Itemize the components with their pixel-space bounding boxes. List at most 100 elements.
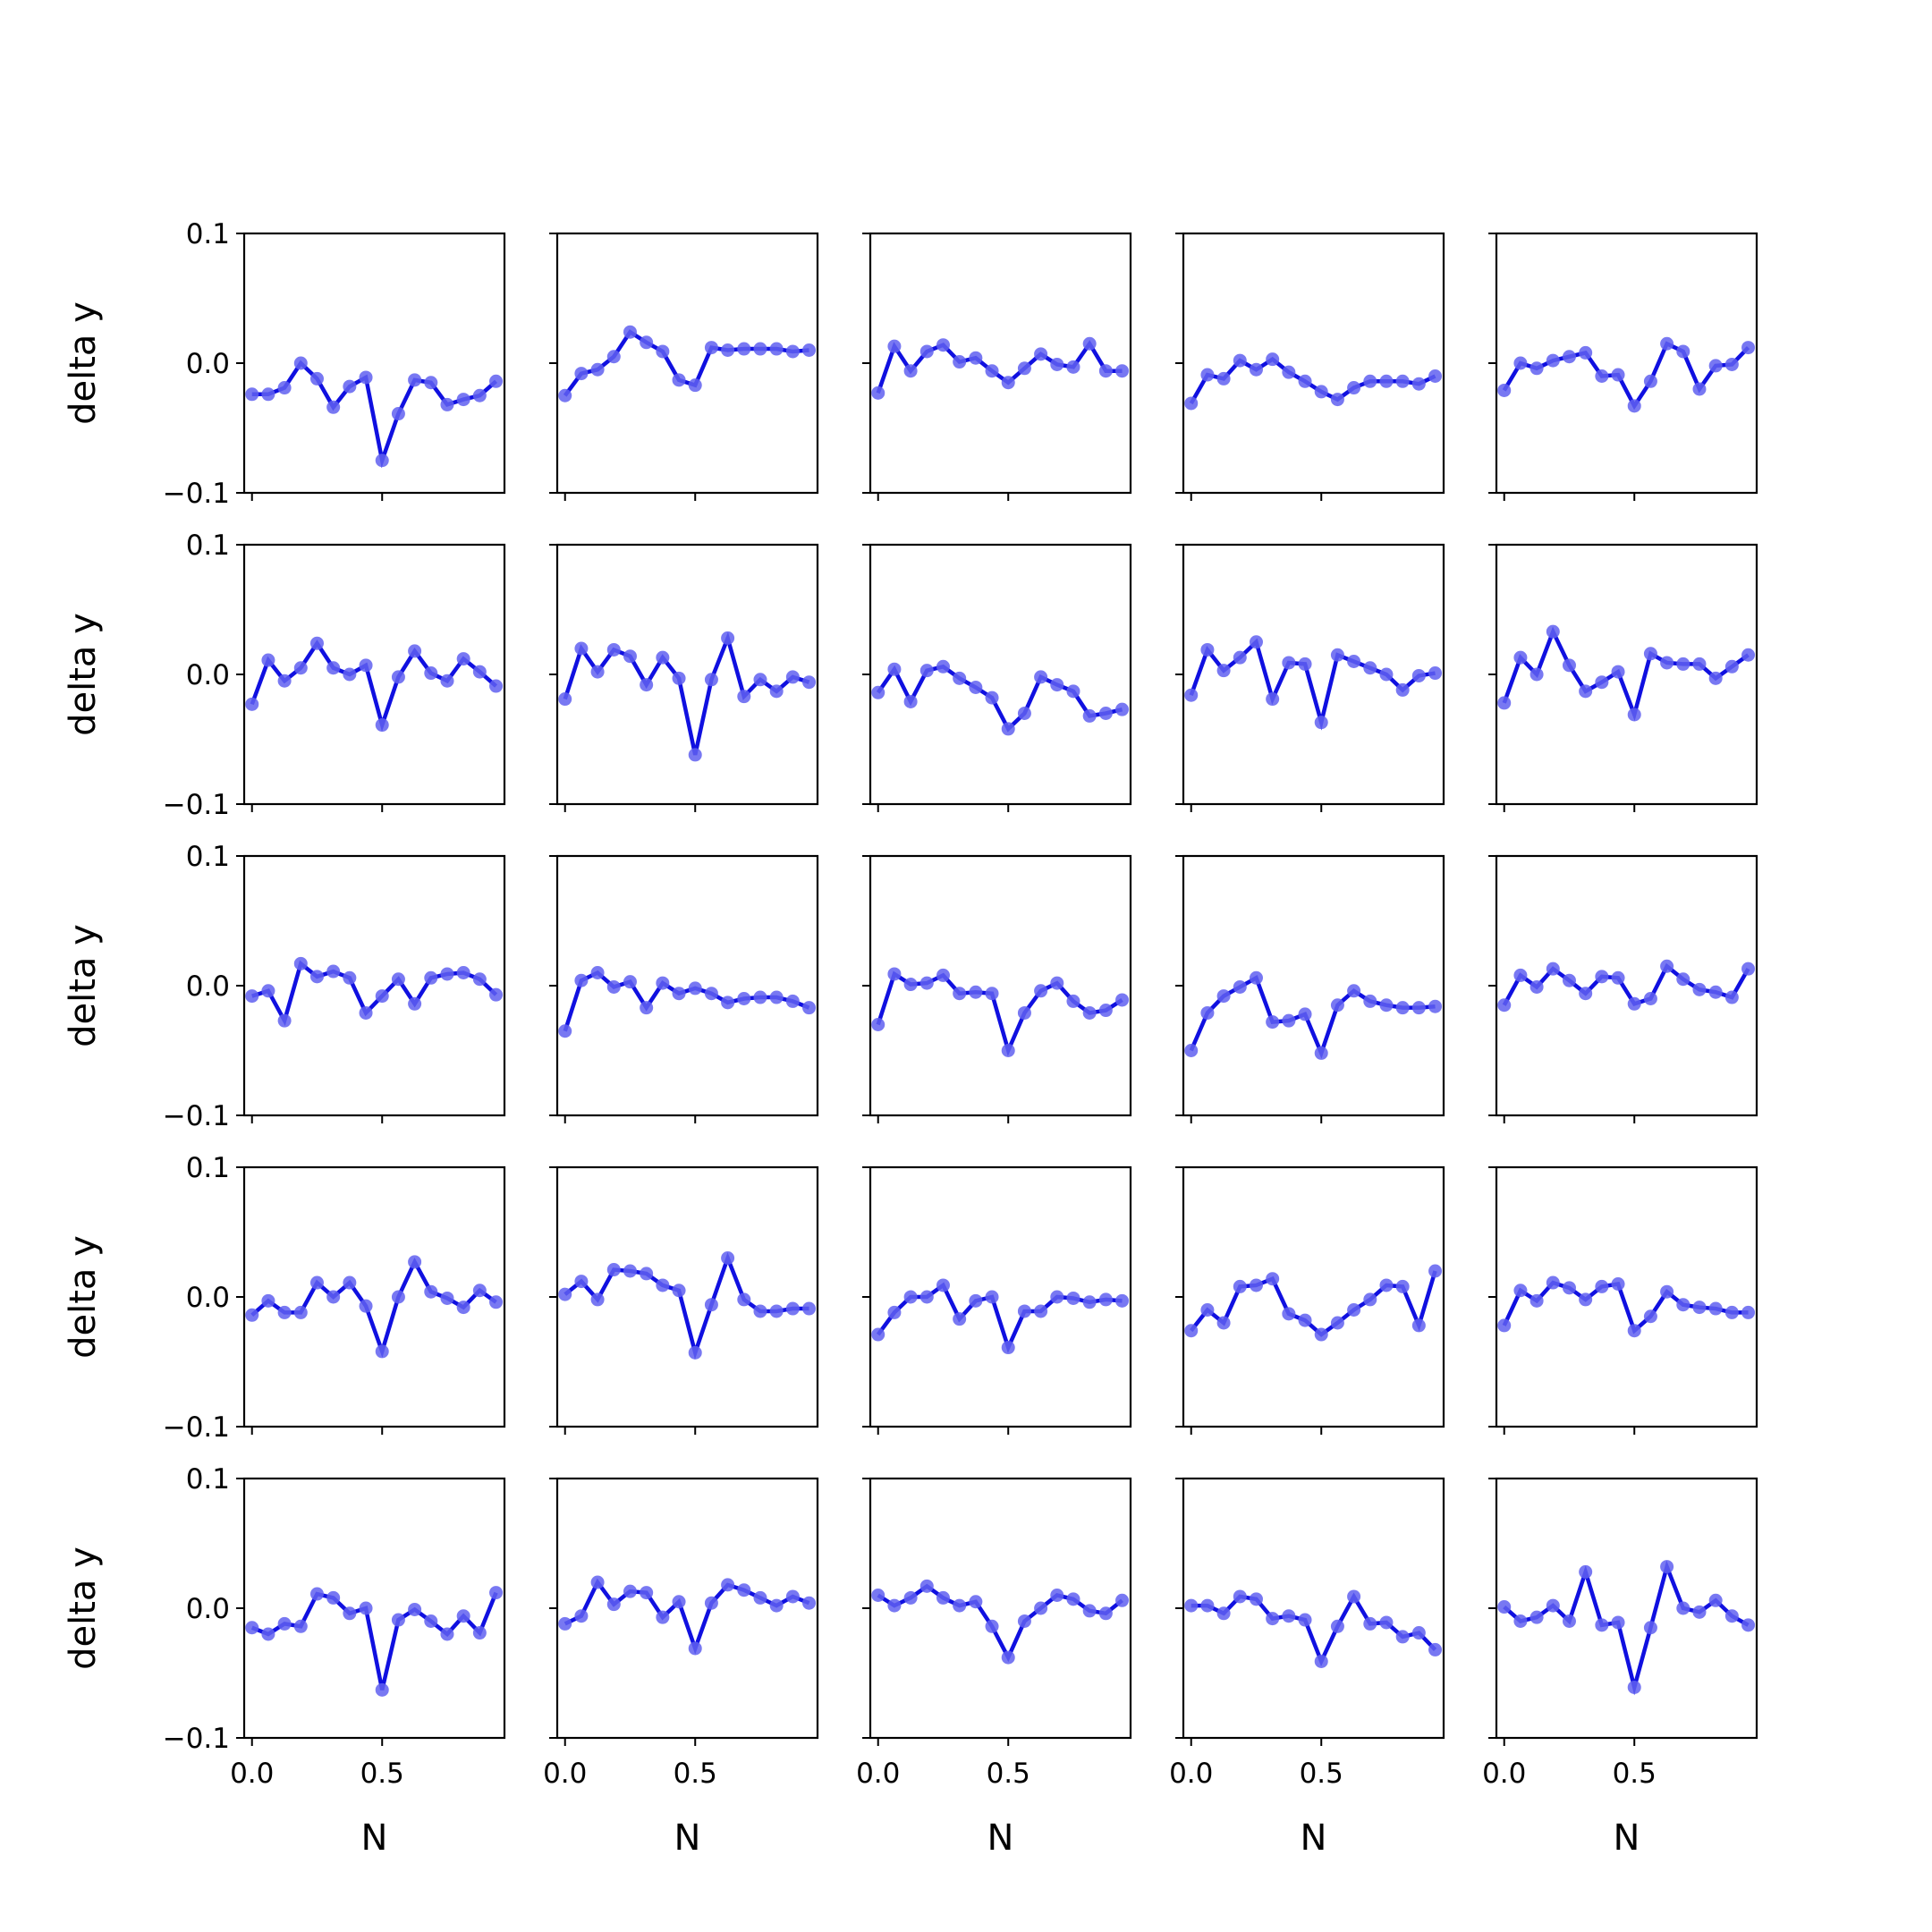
axes-frame [869, 1477, 1132, 1740]
data-point [1066, 1291, 1080, 1305]
axes-frame [1182, 1477, 1445, 1740]
data-point [391, 407, 405, 421]
data-point [1066, 994, 1080, 1008]
data-point [721, 996, 735, 1010]
data-point [1428, 999, 1443, 1013]
x-axis-label: N [361, 1818, 388, 1859]
data-point [1530, 667, 1544, 682]
data-point [1001, 376, 1015, 390]
data-point [623, 1584, 637, 1598]
data-point [1627, 708, 1641, 722]
data-point [1233, 1589, 1247, 1604]
subplot-3-3 [862, 854, 1132, 1123]
data-point [1266, 692, 1280, 707]
data-point [1098, 364, 1113, 378]
data-point [1233, 353, 1247, 368]
data-point [277, 1305, 292, 1319]
data-point [1200, 1005, 1215, 1020]
data-point [1428, 666, 1443, 681]
data-point [753, 673, 767, 687]
series-line [251, 960, 498, 1027]
data-point [1411, 1001, 1426, 1015]
data-point [1034, 670, 1048, 684]
axes-frame [1182, 543, 1445, 806]
data-point [326, 661, 341, 675]
subplot-4-4 [1175, 1165, 1445, 1435]
data-point [802, 1001, 817, 1015]
data-point [408, 644, 422, 658]
y-tick-label: 0.0 [186, 1282, 230, 1314]
data-point [606, 1263, 621, 1277]
data-point [704, 987, 718, 1001]
data-point [1330, 998, 1344, 1013]
data-point [1708, 1301, 1723, 1316]
data-point [558, 1616, 572, 1631]
data-point [1184, 1044, 1199, 1057]
subplot-5-5: 0.0 0.5 N [1482, 1477, 1758, 1859]
data-point [440, 967, 454, 981]
data-point [1708, 985, 1723, 999]
data-point [871, 1589, 886, 1602]
data-point [785, 1589, 800, 1604]
x-tick-label: 0.0 [543, 1758, 587, 1790]
data-point [1050, 678, 1064, 692]
data-point [309, 1275, 324, 1290]
data-point [753, 342, 767, 356]
data-point [472, 972, 487, 987]
data-point [1428, 1264, 1443, 1278]
subplot-3-1: −0.1 0.0 0.1 delta y [63, 841, 506, 1132]
data-point [672, 373, 686, 387]
data-point [672, 671, 686, 685]
data-point [1001, 1341, 1015, 1355]
x-axis-label: N [1614, 1818, 1640, 1859]
series-line [564, 1252, 809, 1360]
axes-frame [555, 543, 819, 806]
data-point [1082, 1005, 1097, 1020]
data-point [969, 681, 983, 694]
series-line [876, 664, 1123, 733]
data-point [1266, 1272, 1280, 1286]
subplot-2-1: −0.1 0.0 0.1 delta y [63, 530, 506, 821]
data-point [293, 661, 308, 675]
data-point [558, 1287, 572, 1301]
data-point [769, 1598, 784, 1613]
data-point [1530, 1610, 1544, 1624]
data-point [1579, 1564, 1593, 1579]
data-point [558, 1024, 572, 1038]
y-tick-label: 0.1 [186, 1152, 230, 1184]
data-point [1034, 347, 1048, 361]
data-point [1216, 1606, 1231, 1621]
data-point [1741, 648, 1756, 662]
data-point [1098, 1606, 1113, 1621]
data-point [1660, 959, 1674, 973]
data-point [1562, 1614, 1576, 1628]
data-point [1741, 962, 1756, 976]
data-point [590, 1292, 605, 1307]
data-point [623, 975, 637, 989]
data-point [1395, 1279, 1410, 1293]
data-point [1314, 1327, 1328, 1342]
data-point [1546, 1275, 1560, 1290]
data-point [737, 690, 751, 704]
data-point [293, 1619, 308, 1633]
data-point [1579, 1292, 1593, 1307]
data-point [1266, 1015, 1280, 1030]
data-point [1660, 1284, 1674, 1299]
data-point [245, 989, 259, 1004]
data-point [1660, 336, 1674, 351]
data-point [969, 985, 983, 999]
data-point [558, 692, 572, 707]
data-point [1347, 655, 1361, 668]
data-point [1233, 979, 1247, 994]
data-point [985, 987, 999, 1001]
data-point [672, 987, 686, 1001]
y-tick-label: 0.1 [186, 841, 230, 873]
data-point [440, 397, 454, 411]
axes-frame [242, 1165, 506, 1428]
series-line [1502, 626, 1750, 722]
data-point [1530, 979, 1544, 994]
data-point [1428, 1642, 1443, 1657]
data-point [359, 1299, 373, 1313]
x-axis-label: N [1301, 1818, 1327, 1859]
data-point [1379, 667, 1394, 682]
